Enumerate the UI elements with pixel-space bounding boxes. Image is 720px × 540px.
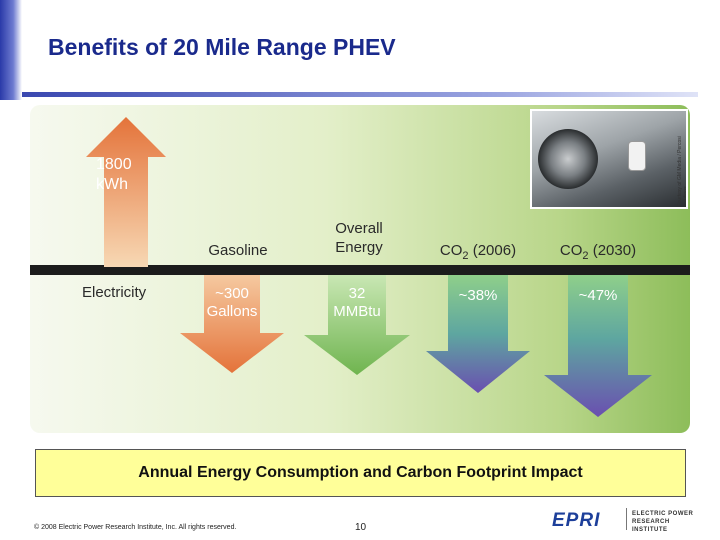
- logo-line1: ELECTRIC POWER: [632, 511, 694, 517]
- epri-logo-text: ELECTRIC POWER RESEARCH INSTITUTE: [632, 510, 702, 534]
- logo-line2: RESEARCH INSTITUTE: [632, 519, 670, 533]
- epri-logo: EPRI ELECTRIC POWER RESEARCH INSTITUTE: [552, 506, 702, 534]
- co2-2006-value: ~38%: [458, 287, 498, 304]
- slide-title: Benefits of 20 Mile Range PHEV: [48, 34, 396, 60]
- co2-2030-header-year: (2030): [588, 242, 637, 259]
- electricity-up-arrow: [86, 117, 166, 267]
- gasoline-amount: ~300: [215, 285, 249, 302]
- left-accent-bar: [0, 0, 22, 100]
- epri-logo-mark: EPRI: [552, 510, 601, 531]
- title-underline: [22, 92, 698, 97]
- overall-energy-header-line2: Energy: [335, 239, 383, 256]
- electricity-value: 1800 kWh: [96, 155, 156, 195]
- co2-2030-down-arrow: [544, 275, 652, 417]
- overall-energy-header: Overall Energy: [316, 219, 402, 257]
- figure-caption: Annual Energy Consumption and Carbon Foo…: [138, 464, 583, 481]
- copyright-notice: © 2008 Electric Power Research Institute…: [34, 524, 237, 531]
- co2-2006-header-main: CO: [439, 242, 463, 259]
- co2-2030-header: CO2 (2030): [546, 241, 650, 266]
- overall-energy-header-line1: Overall: [335, 220, 383, 237]
- page-number: 10: [355, 522, 367, 533]
- caption-box: Annual Energy Consumption and Carbon Foo…: [35, 449, 686, 497]
- co2-2006-header-year: (2006): [468, 242, 517, 259]
- logo-divider: [626, 508, 627, 530]
- overall-energy-value: 32 MMBtu: [324, 285, 390, 321]
- gasoline-value: ~300 Gallons: [200, 285, 264, 321]
- car-charging-photo: Courtesy of GM Media / Percosi Solutions: [530, 109, 688, 209]
- co2-2006-header: CO2 (2006): [428, 241, 528, 266]
- co2-2006-down-arrow: [426, 275, 530, 393]
- overall-energy-amount: 32: [348, 285, 366, 302]
- car-wheel: [538, 129, 598, 189]
- gasoline-header: Gasoline: [208, 242, 268, 259]
- baseline-band: [30, 265, 690, 275]
- electricity-unit: kWh: [96, 176, 128, 193]
- co2-2006-header-sub: 2: [462, 250, 469, 262]
- overall-energy-unit: MMBtu: [333, 303, 381, 320]
- co2-2030-header-main: CO: [559, 242, 583, 259]
- electricity-label: Electricity: [82, 284, 147, 301]
- electricity-amount: 1800: [96, 156, 132, 173]
- gasoline-unit: Gallons: [206, 303, 258, 320]
- photo-credit: Courtesy of GM Media / Percosi Solutions: [677, 136, 688, 207]
- co2-2030-value: ~47%: [578, 287, 618, 304]
- co2-2030-header-sub: 2: [582, 250, 589, 262]
- figure-panel: 1800 kWh Electricity Gasoline ~300 Gallo…: [30, 105, 690, 433]
- overall-energy-down-arrow: [304, 275, 410, 375]
- charging-plug: [628, 141, 646, 171]
- gasoline-down-arrow: [180, 275, 284, 373]
